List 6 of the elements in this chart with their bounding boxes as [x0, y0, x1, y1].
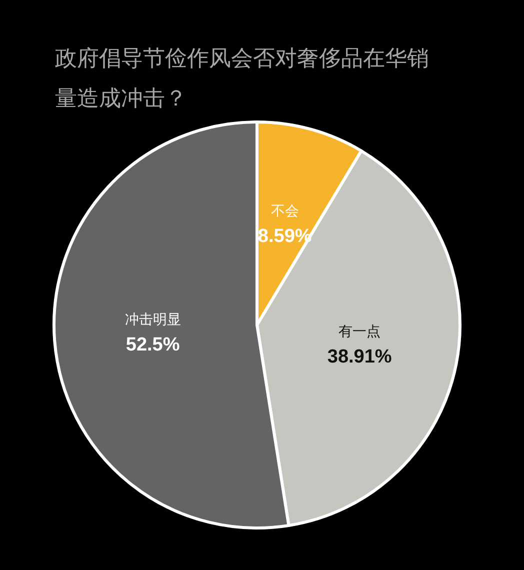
data-label: 52.5% — [126, 334, 180, 356]
data-label: 38.91% — [327, 346, 392, 368]
slice-label: 不会 — [270, 203, 299, 220]
slice-label: 有一点 — [338, 324, 381, 340]
chart-title: 政府倡导节俭作风会否对奢侈品在华销量造成冲击？ — [55, 46, 429, 112]
slice-label: 冲击明显 — [124, 312, 181, 328]
